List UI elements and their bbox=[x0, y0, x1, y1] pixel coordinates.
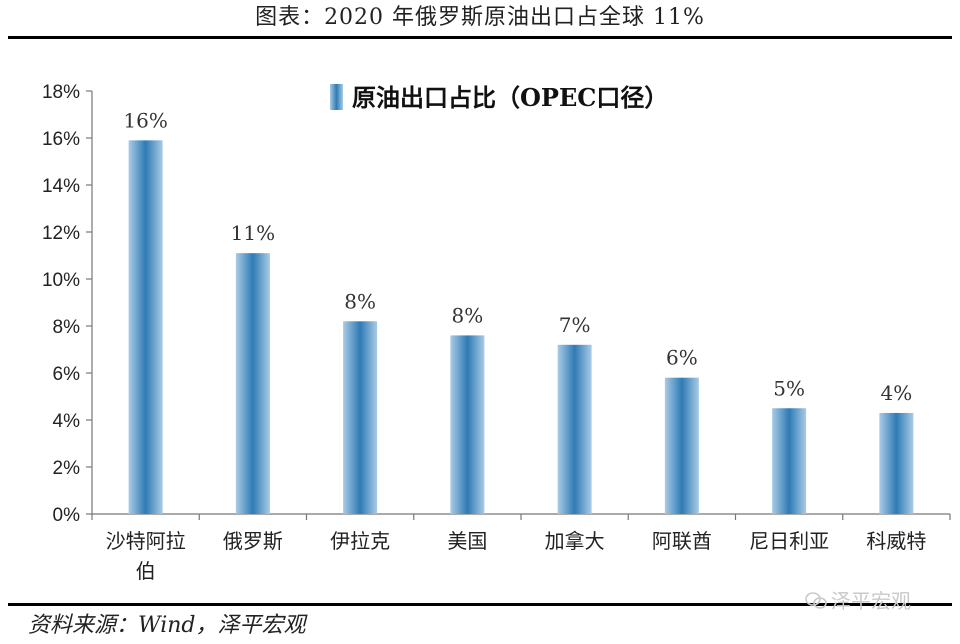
legend-label: 原油出口占比（OPEC口径） bbox=[352, 83, 668, 112]
watermark: 泽平宏观 bbox=[805, 588, 911, 614]
bar bbox=[557, 344, 592, 514]
category-label: 尼日利亚 bbox=[749, 529, 829, 553]
bar bbox=[879, 412, 914, 514]
watermark-text: 泽平宏观 bbox=[831, 589, 911, 613]
bar bbox=[128, 140, 163, 514]
data-label: 6% bbox=[666, 346, 698, 370]
y-tick-label: 2% bbox=[53, 458, 81, 479]
legend-swatch bbox=[330, 84, 343, 110]
bars-group bbox=[128, 140, 914, 514]
wechat-icon bbox=[805, 592, 827, 609]
bar bbox=[343, 321, 378, 514]
category-label: 俄罗斯 bbox=[223, 529, 283, 553]
data-label: 8% bbox=[452, 303, 484, 327]
y-tick-label: 14% bbox=[42, 176, 80, 197]
category-label: 沙特阿拉 bbox=[106, 529, 186, 553]
data-label: 11% bbox=[231, 221, 275, 245]
category-label: 加拿大 bbox=[545, 529, 605, 553]
bar bbox=[664, 377, 699, 514]
y-tick-label: 12% bbox=[42, 223, 80, 244]
y-tick-label: 6% bbox=[53, 364, 81, 385]
data-label: 8% bbox=[344, 289, 376, 313]
data-label: 5% bbox=[773, 376, 805, 400]
top-rule bbox=[8, 36, 952, 39]
bar bbox=[235, 253, 270, 514]
y-tick-label: 4% bbox=[53, 411, 81, 432]
data-label: 16% bbox=[123, 108, 167, 132]
page-title: 图表：2020 年俄罗斯原油出口占全球 11% bbox=[255, 5, 705, 30]
category-label: 伊拉克 bbox=[330, 529, 390, 553]
data-label: 7% bbox=[559, 313, 591, 337]
y-tick-label: 0% bbox=[53, 505, 81, 526]
bar bbox=[450, 335, 485, 514]
bar-chart: 原油出口占比（OPEC口径） 0% 2% 4% 6% 8% 10% 12% 14% 16% 18%… bbox=[42, 82, 951, 583]
data-label: 4% bbox=[881, 381, 913, 405]
chart-legend: 原油出口占比（OPEC口径） bbox=[330, 83, 668, 112]
bar bbox=[772, 408, 807, 514]
y-tick-label: 18% bbox=[42, 82, 80, 103]
y-tick-label: 16% bbox=[42, 129, 80, 150]
chart-axes: 0% 2% 4% 6% 8% 10% 12% 14% 16% 18% bbox=[42, 82, 951, 526]
bottom-rule bbox=[8, 603, 952, 606]
category-label: 科威特 bbox=[866, 529, 926, 553]
source-note: 资料来源：Wind，泽平宏观 bbox=[28, 613, 306, 638]
y-tick-label: 8% bbox=[53, 317, 81, 338]
y-tick-label: 10% bbox=[42, 270, 80, 291]
category-label: 阿联酋 bbox=[652, 529, 712, 553]
category-label: 伯 bbox=[136, 559, 156, 583]
category-label: 美国 bbox=[447, 529, 487, 553]
